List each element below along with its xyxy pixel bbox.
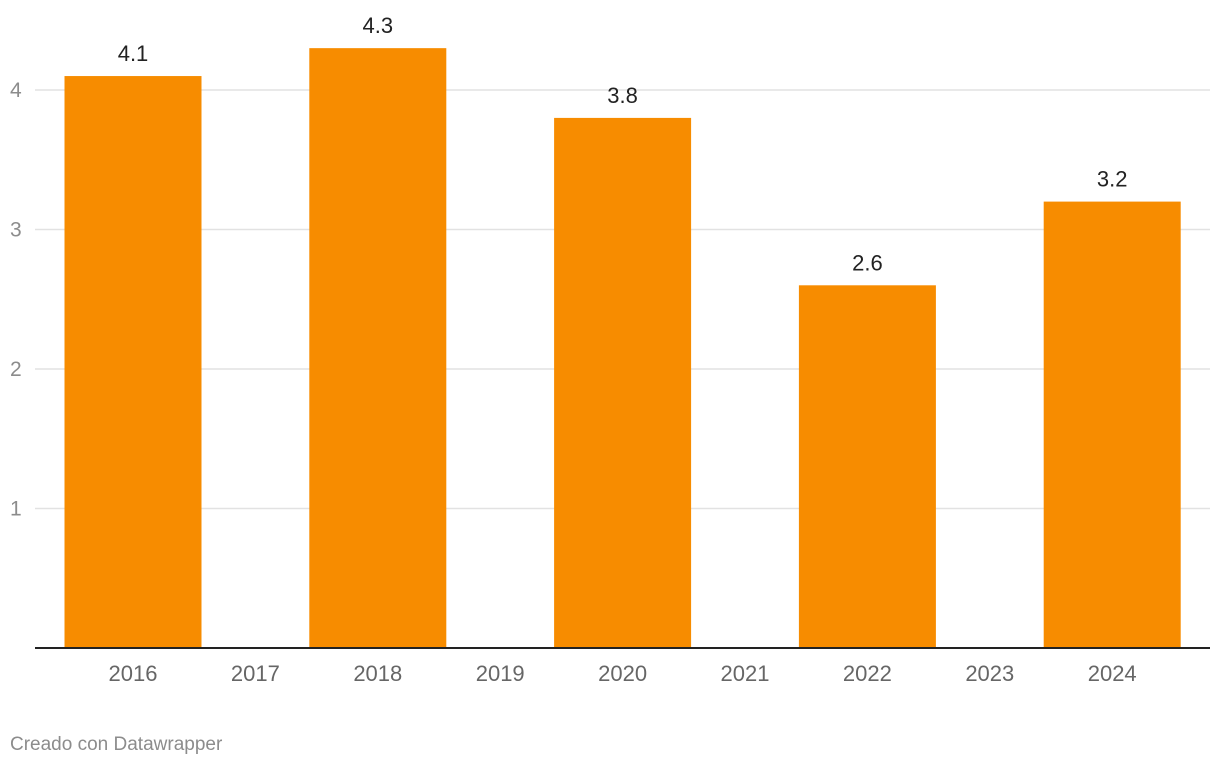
bar-2024: [1043, 201, 1181, 648]
y-tick-label: 3: [10, 219, 22, 242]
bar-2020: [554, 117, 692, 648]
y-tick-label: 4: [10, 79, 22, 102]
x-tick-label-2023: 2023: [965, 661, 1014, 686]
y-tick-label: 2: [10, 358, 22, 381]
x-tick-label-2021: 2021: [721, 661, 770, 686]
data-label-2018: 4.3: [363, 13, 394, 38]
bar-2016: [64, 76, 202, 649]
x-tick-label-2017: 2017: [231, 661, 280, 686]
x-tick-label-2024: 2024: [1088, 661, 1137, 686]
data-label-2020: 3.8: [607, 83, 638, 108]
bar-2018: [309, 48, 447, 648]
chart-svg: 1 2 3 4 4.1 2016 2017 4.3 2018 2019 3.8 2020 2021 2.6…: [10, 13, 1210, 686]
x-tick-label-2018: 2018: [353, 661, 402, 686]
data-label-2022: 2.6: [852, 250, 883, 275]
footer-credit: Creado con Datawrapper: [10, 734, 223, 755]
bar-chart: 1 2 3 4 4.1 2016 2017 4.3 2018 2019 3.8 2020 2021 2.6…: [10, 13, 1210, 686]
x-tick-label-2020: 2020: [598, 661, 647, 686]
data-label-2016: 4.1: [118, 41, 149, 66]
x-tick-label-2016: 2016: [109, 661, 158, 686]
y-tick-label: 1: [10, 498, 22, 521]
x-tick-label-2019: 2019: [476, 661, 525, 686]
x-tick-label-2022: 2022: [843, 661, 892, 686]
bar-2022: [798, 285, 936, 648]
data-label-2024: 3.2: [1097, 167, 1128, 192]
